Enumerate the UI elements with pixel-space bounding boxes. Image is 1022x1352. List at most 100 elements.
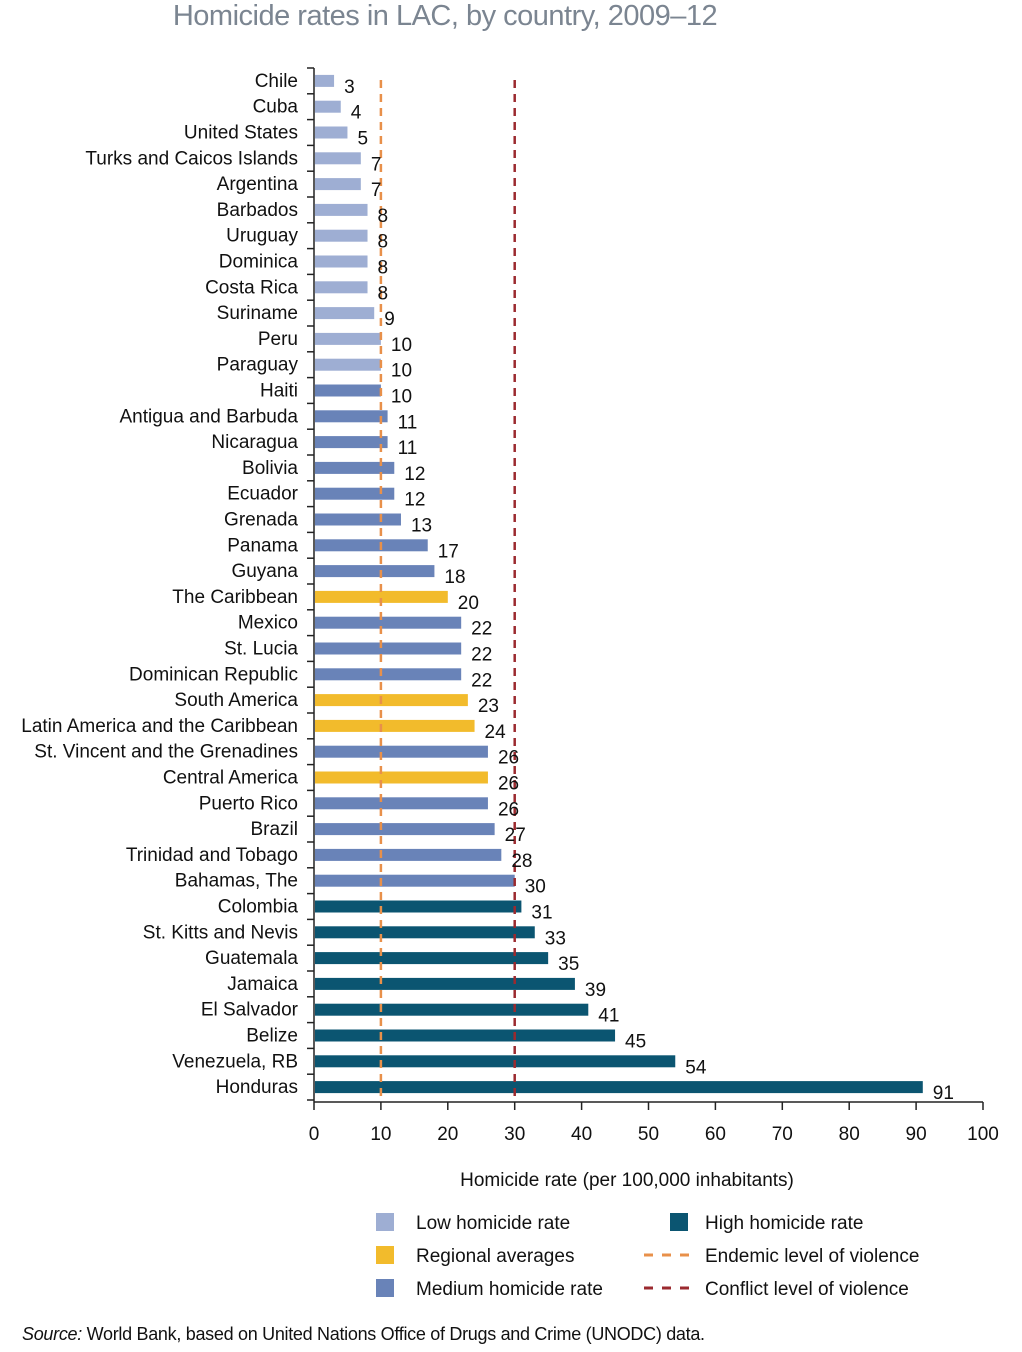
bar-high bbox=[315, 1081, 923, 1094]
bar-high bbox=[315, 952, 549, 965]
bar-medium bbox=[315, 565, 435, 578]
data-label: 10 bbox=[391, 361, 412, 382]
x-axis-label: Homicide rate (per 100,000 inhabitants) bbox=[460, 1170, 794, 1191]
bar-low bbox=[315, 358, 381, 371]
bar-regional bbox=[315, 694, 468, 707]
bar-low bbox=[315, 178, 361, 191]
x-tick-label: 50 bbox=[638, 1124, 659, 1145]
bar-low bbox=[315, 100, 341, 113]
x-tick-label: 20 bbox=[437, 1124, 458, 1145]
source-note: Source: World Bank, based on United Nati… bbox=[22, 1324, 705, 1345]
data-label: 26 bbox=[498, 774, 519, 795]
legend-label: High homicide rate bbox=[705, 1213, 863, 1234]
category-label: Haiti bbox=[260, 381, 298, 402]
category-label: Uruguay bbox=[226, 226, 298, 247]
bar-medium bbox=[315, 384, 381, 397]
bar-low bbox=[315, 152, 361, 165]
bar-medium bbox=[315, 745, 488, 758]
bar-low bbox=[315, 281, 368, 294]
data-label: 41 bbox=[598, 1006, 619, 1027]
x-tick-label: 70 bbox=[772, 1124, 793, 1145]
data-label: 8 bbox=[378, 206, 389, 227]
bar-medium bbox=[315, 848, 502, 861]
bar-high bbox=[315, 926, 535, 939]
data-label: 28 bbox=[511, 851, 532, 872]
bar-low bbox=[315, 307, 375, 320]
legend-swatch-high bbox=[670, 1213, 688, 1231]
legend-swatch-medium bbox=[376, 1279, 394, 1297]
data-label: 22 bbox=[471, 670, 492, 691]
data-label: 27 bbox=[505, 825, 526, 846]
data-label: 12 bbox=[404, 490, 425, 511]
category-label: United States bbox=[184, 123, 298, 144]
bar-low bbox=[315, 255, 368, 268]
bar-medium bbox=[315, 513, 401, 526]
category-label: Costa Rica bbox=[205, 277, 298, 298]
data-label: 7 bbox=[371, 154, 382, 175]
category-label: Brazil bbox=[250, 819, 298, 840]
bar-low bbox=[315, 332, 381, 345]
source-prefix: Source: bbox=[22, 1324, 82, 1344]
category-label: Central America bbox=[163, 768, 299, 789]
data-label: 24 bbox=[485, 722, 507, 743]
category-label: Paraguay bbox=[217, 355, 299, 376]
bar-low bbox=[315, 126, 348, 139]
category-label: Belize bbox=[246, 1026, 298, 1047]
category-label: Mexico bbox=[238, 613, 298, 634]
data-label: 26 bbox=[498, 799, 519, 820]
bar-medium bbox=[315, 797, 488, 810]
bar-regional bbox=[315, 719, 475, 732]
data-label: 30 bbox=[525, 877, 546, 898]
category-label: Puerto Rico bbox=[199, 793, 298, 814]
x-tick-label: 0 bbox=[309, 1124, 320, 1145]
data-label: 5 bbox=[357, 129, 368, 150]
data-label: 33 bbox=[545, 928, 566, 949]
data-label: 23 bbox=[478, 696, 499, 717]
category-label: Dominica bbox=[219, 252, 299, 273]
data-label: 10 bbox=[391, 387, 412, 408]
category-label: St. Kitts and Nevis bbox=[143, 922, 298, 943]
data-label: 10 bbox=[391, 335, 412, 356]
bar-medium bbox=[315, 436, 388, 449]
data-label: 35 bbox=[558, 954, 579, 975]
bar-low bbox=[315, 203, 368, 216]
category-label: Nicaragua bbox=[211, 432, 298, 453]
category-label: Bolivia bbox=[242, 458, 298, 479]
category-label: The Caribbean bbox=[172, 587, 298, 608]
category-label: South America bbox=[174, 690, 298, 711]
category-label: Colombia bbox=[218, 897, 299, 918]
category-label: Cuba bbox=[253, 97, 299, 118]
x-tick-label: 90 bbox=[906, 1124, 927, 1145]
category-label: Bahamas, The bbox=[175, 871, 298, 892]
bar-medium bbox=[315, 616, 462, 629]
category-label: Turks and Caicos Islands bbox=[85, 148, 298, 169]
legend-swatch-low bbox=[376, 1213, 394, 1231]
category-label: Argentina bbox=[217, 174, 299, 195]
homicide-bar-chart: Chile Cuba United States Turks and Caicos I… bbox=[21, 67, 999, 1300]
bar-medium bbox=[315, 410, 388, 423]
data-label: 26 bbox=[498, 748, 519, 769]
category-label: Chile bbox=[255, 71, 298, 92]
data-label: 22 bbox=[471, 619, 492, 640]
bar-medium bbox=[315, 874, 515, 887]
legend-label: Endemic level of violence bbox=[705, 1246, 919, 1267]
data-label: 8 bbox=[378, 283, 389, 304]
category-label: Grenada bbox=[224, 510, 298, 531]
data-label: 45 bbox=[625, 1032, 646, 1053]
bar-high bbox=[315, 1003, 589, 1016]
x-tick-label: 10 bbox=[370, 1124, 391, 1145]
bar-low bbox=[315, 74, 335, 87]
legend-label: Regional averages bbox=[416, 1246, 574, 1267]
category-label: Guatemala bbox=[205, 948, 298, 969]
bar-medium bbox=[315, 642, 462, 655]
legend-label: Low homicide rate bbox=[416, 1213, 570, 1234]
category-label: Panama bbox=[227, 535, 298, 556]
bar-medium bbox=[315, 539, 428, 552]
x-tick-label: 80 bbox=[839, 1124, 860, 1145]
data-label: 17 bbox=[438, 541, 459, 562]
bar-medium bbox=[315, 668, 462, 681]
bar-medium bbox=[315, 823, 495, 836]
data-label: 9 bbox=[384, 309, 395, 330]
legend-swatch-regional bbox=[376, 1246, 394, 1264]
data-label: 3 bbox=[344, 77, 355, 98]
